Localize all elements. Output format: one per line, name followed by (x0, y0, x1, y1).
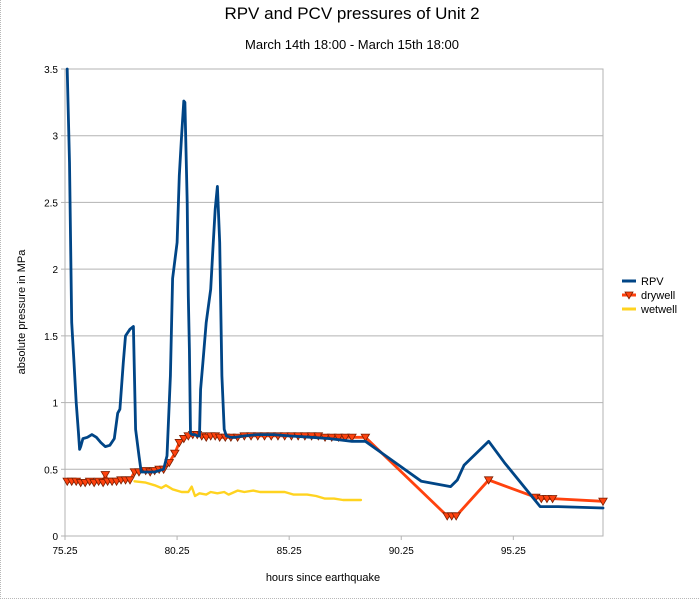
chart-subtitle: March 14th 18:00 - March 15th 18:00 (245, 37, 459, 52)
legend-label: wetwell (640, 304, 677, 316)
legend-marker (624, 291, 634, 300)
data-point-marker (164, 459, 175, 468)
data-point-marker (340, 433, 351, 443)
data-point-marker (347, 433, 357, 443)
y-tick-label: 1.5 (44, 332, 58, 343)
data-point-marker (174, 439, 185, 448)
x-tick-label: 85.25 (277, 546, 302, 557)
plot-area-border (64, 68, 604, 537)
gridlines (65, 68, 603, 537)
x-tick-label: 75.25 (52, 546, 77, 557)
data-point-marker (451, 512, 462, 521)
data-point-marker (125, 476, 135, 485)
data-point-marker (598, 497, 608, 507)
series-layer (62, 67, 608, 521)
legend: RPV drywell wetwell (622, 276, 677, 316)
y-axis-label: absolute pressure in MPa (16, 249, 28, 375)
y-tick-label: 2.5 (44, 198, 58, 209)
data-point-marker (547, 495, 558, 504)
y-tick-label: 0 (52, 532, 58, 543)
y-tick-label: 2 (52, 265, 58, 276)
series-wetwell (133, 480, 363, 502)
data-point-marker (169, 449, 180, 459)
legend-item-wetwell: wetwell (622, 304, 677, 316)
x-tick-label: 90.25 (389, 546, 414, 557)
x-tick-label: 80.25 (165, 546, 190, 557)
y-tick-label: 3 (52, 132, 58, 143)
chart-title: RPV and PCV pressures of Unit 2 (224, 4, 479, 23)
series-line-drywell (65, 433, 605, 518)
data-point-marker (360, 433, 371, 443)
y-tick-label: 1 (52, 399, 58, 410)
y-tick-label: 3.5 (44, 65, 58, 76)
legend-label: RPV (641, 276, 664, 288)
series-drywell (62, 431, 608, 521)
series-line-wetwell (133, 480, 363, 502)
data-point-marker (333, 433, 344, 443)
y-tick-label: 0.5 (44, 465, 58, 476)
series-rpv (65, 67, 605, 510)
series-line-rpv (65, 67, 605, 510)
data-point-marker (178, 435, 189, 444)
x-axis-label: hours since earthquake (266, 572, 380, 584)
data-point-marker (100, 471, 111, 480)
data-point-marker (483, 476, 494, 485)
legend-item-rpv: RPV (622, 276, 664, 288)
legend-item-drywell: drywell (622, 290, 675, 302)
legend-label: drywell (641, 290, 675, 302)
x-tick-label: 95.25 (501, 546, 526, 557)
axis-ticks: 0 0.5 1 1.5 2 2.5 3 3.5 75.25 80.25 85.25 90.25 95.2… (44, 65, 526, 557)
